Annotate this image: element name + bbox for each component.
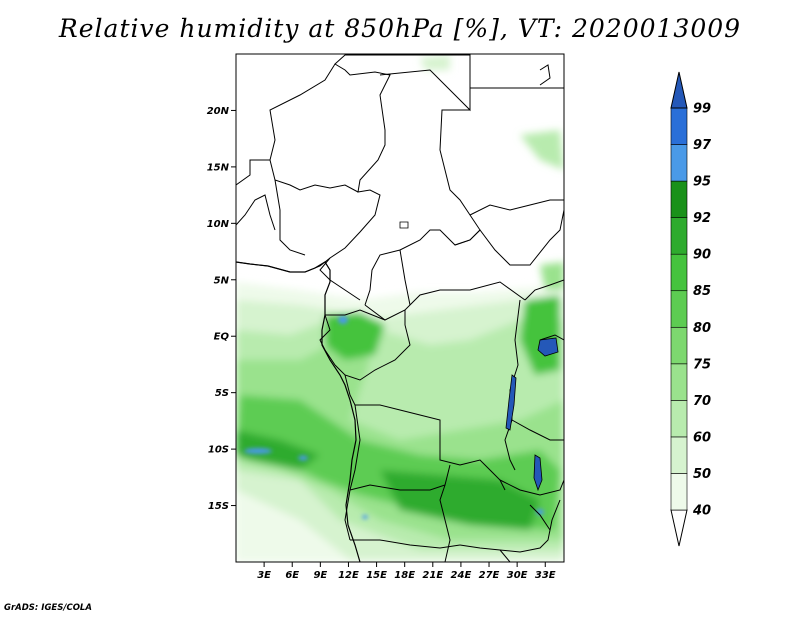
lake-malawi (533, 454, 543, 492)
colorbar-segment (670, 107, 688, 145)
colorbar-level-label: 70 (693, 394, 711, 409)
rh-60-area-east-coast (540, 262, 564, 290)
lon-tick-label: 24E (451, 570, 472, 581)
lon-tick-label: 12E (338, 570, 359, 581)
rh-97-spot-west-2 (298, 455, 308, 461)
colorbar-level-label: 40 (692, 504, 711, 519)
lon-tick-label: 21E (422, 570, 443, 581)
lon-tick-label: 15E (366, 570, 387, 581)
coastline (236, 261, 361, 562)
rh-85-area-equator (325, 312, 385, 360)
lat-tick-label: 5S (215, 388, 229, 399)
colorbar-level-label: 99 (693, 102, 711, 117)
rh-50-area-north (420, 55, 450, 70)
lat-tick-label: 15S (208, 501, 229, 512)
lon-tick-label: 30E (507, 570, 528, 581)
colorbar-low-extension (670, 509, 688, 547)
colorbar-level-label: 60 (693, 430, 711, 445)
map-title: Relative humidity at 850hPa [%], VT: 202… (58, 14, 742, 43)
rh-97-spot-west (244, 448, 272, 454)
humidity-field (236, 55, 564, 562)
colorbar-level-label: 90 (693, 248, 711, 263)
lat-tick-label: 10N (207, 219, 230, 230)
lat-tick-label: 10S (208, 445, 229, 456)
colorbar-segment (670, 400, 688, 438)
lon-tick-label: 27E (479, 570, 500, 581)
colorbar-level-label: 85 (693, 284, 711, 299)
rh-90-area-south (380, 470, 540, 530)
lake-tanganyika (505, 374, 517, 431)
colorbar-level-label: 95 (693, 175, 711, 190)
colorbar-level-label: 97 (693, 138, 712, 153)
lon-tick-label: 33E (535, 570, 556, 581)
lat-tick-label: 15N (207, 162, 230, 173)
lon-tick-label: 9E (313, 570, 327, 581)
rh-97-spot-gabon (338, 316, 348, 324)
colorbar-segment (670, 436, 688, 474)
colorbar-segment (670, 253, 688, 292)
lon-tick-label: 3E (257, 570, 271, 581)
colorbar-high-extension (670, 71, 688, 109)
rh-85-area-east (520, 295, 560, 375)
lake-chad (399, 221, 409, 229)
credit-text: GrADS: IGES/COLA (4, 603, 92, 613)
lon-tick-label: 6E (285, 570, 299, 581)
colorbar-segment (670, 290, 688, 328)
colorbar-level-label: 75 (693, 357, 711, 372)
colorbar-level-label: 50 (693, 467, 711, 482)
colorbar-level-label: 92 (693, 211, 711, 226)
map-frame (235, 53, 565, 563)
longitude-axis: 3E 6E 9E 12E 15E 18E 21E 24E 27E 30E 33E (257, 562, 556, 581)
lat-tick-label: 20N (207, 106, 230, 117)
colorbar-segment (670, 180, 688, 218)
rh-97-spot-angola (362, 515, 368, 519)
lat-tick-label: EQ (214, 332, 230, 343)
rh-90-area-west (236, 430, 320, 470)
lake-victoria (537, 337, 559, 357)
lon-tick-label: 18E (394, 570, 415, 581)
colorbar-segment (670, 326, 688, 365)
lakes (399, 221, 559, 492)
lat-tick-label: 5N (214, 275, 230, 286)
colorbar: 40 50 60 70 75 80 85 90 92 95 97 99 (670, 71, 712, 547)
colorbar-segment (670, 363, 688, 401)
colorbar-segment (670, 144, 688, 182)
colorbar-segment (670, 473, 688, 511)
colorbar-level-label: 80 (693, 321, 711, 336)
rh-70-area-north (520, 130, 564, 170)
colorbar-segment (670, 217, 688, 255)
country-borders (236, 54, 564, 562)
latitude-axis: 20N 15N 10N 5N EQ 5S 10S 15S (207, 106, 236, 512)
